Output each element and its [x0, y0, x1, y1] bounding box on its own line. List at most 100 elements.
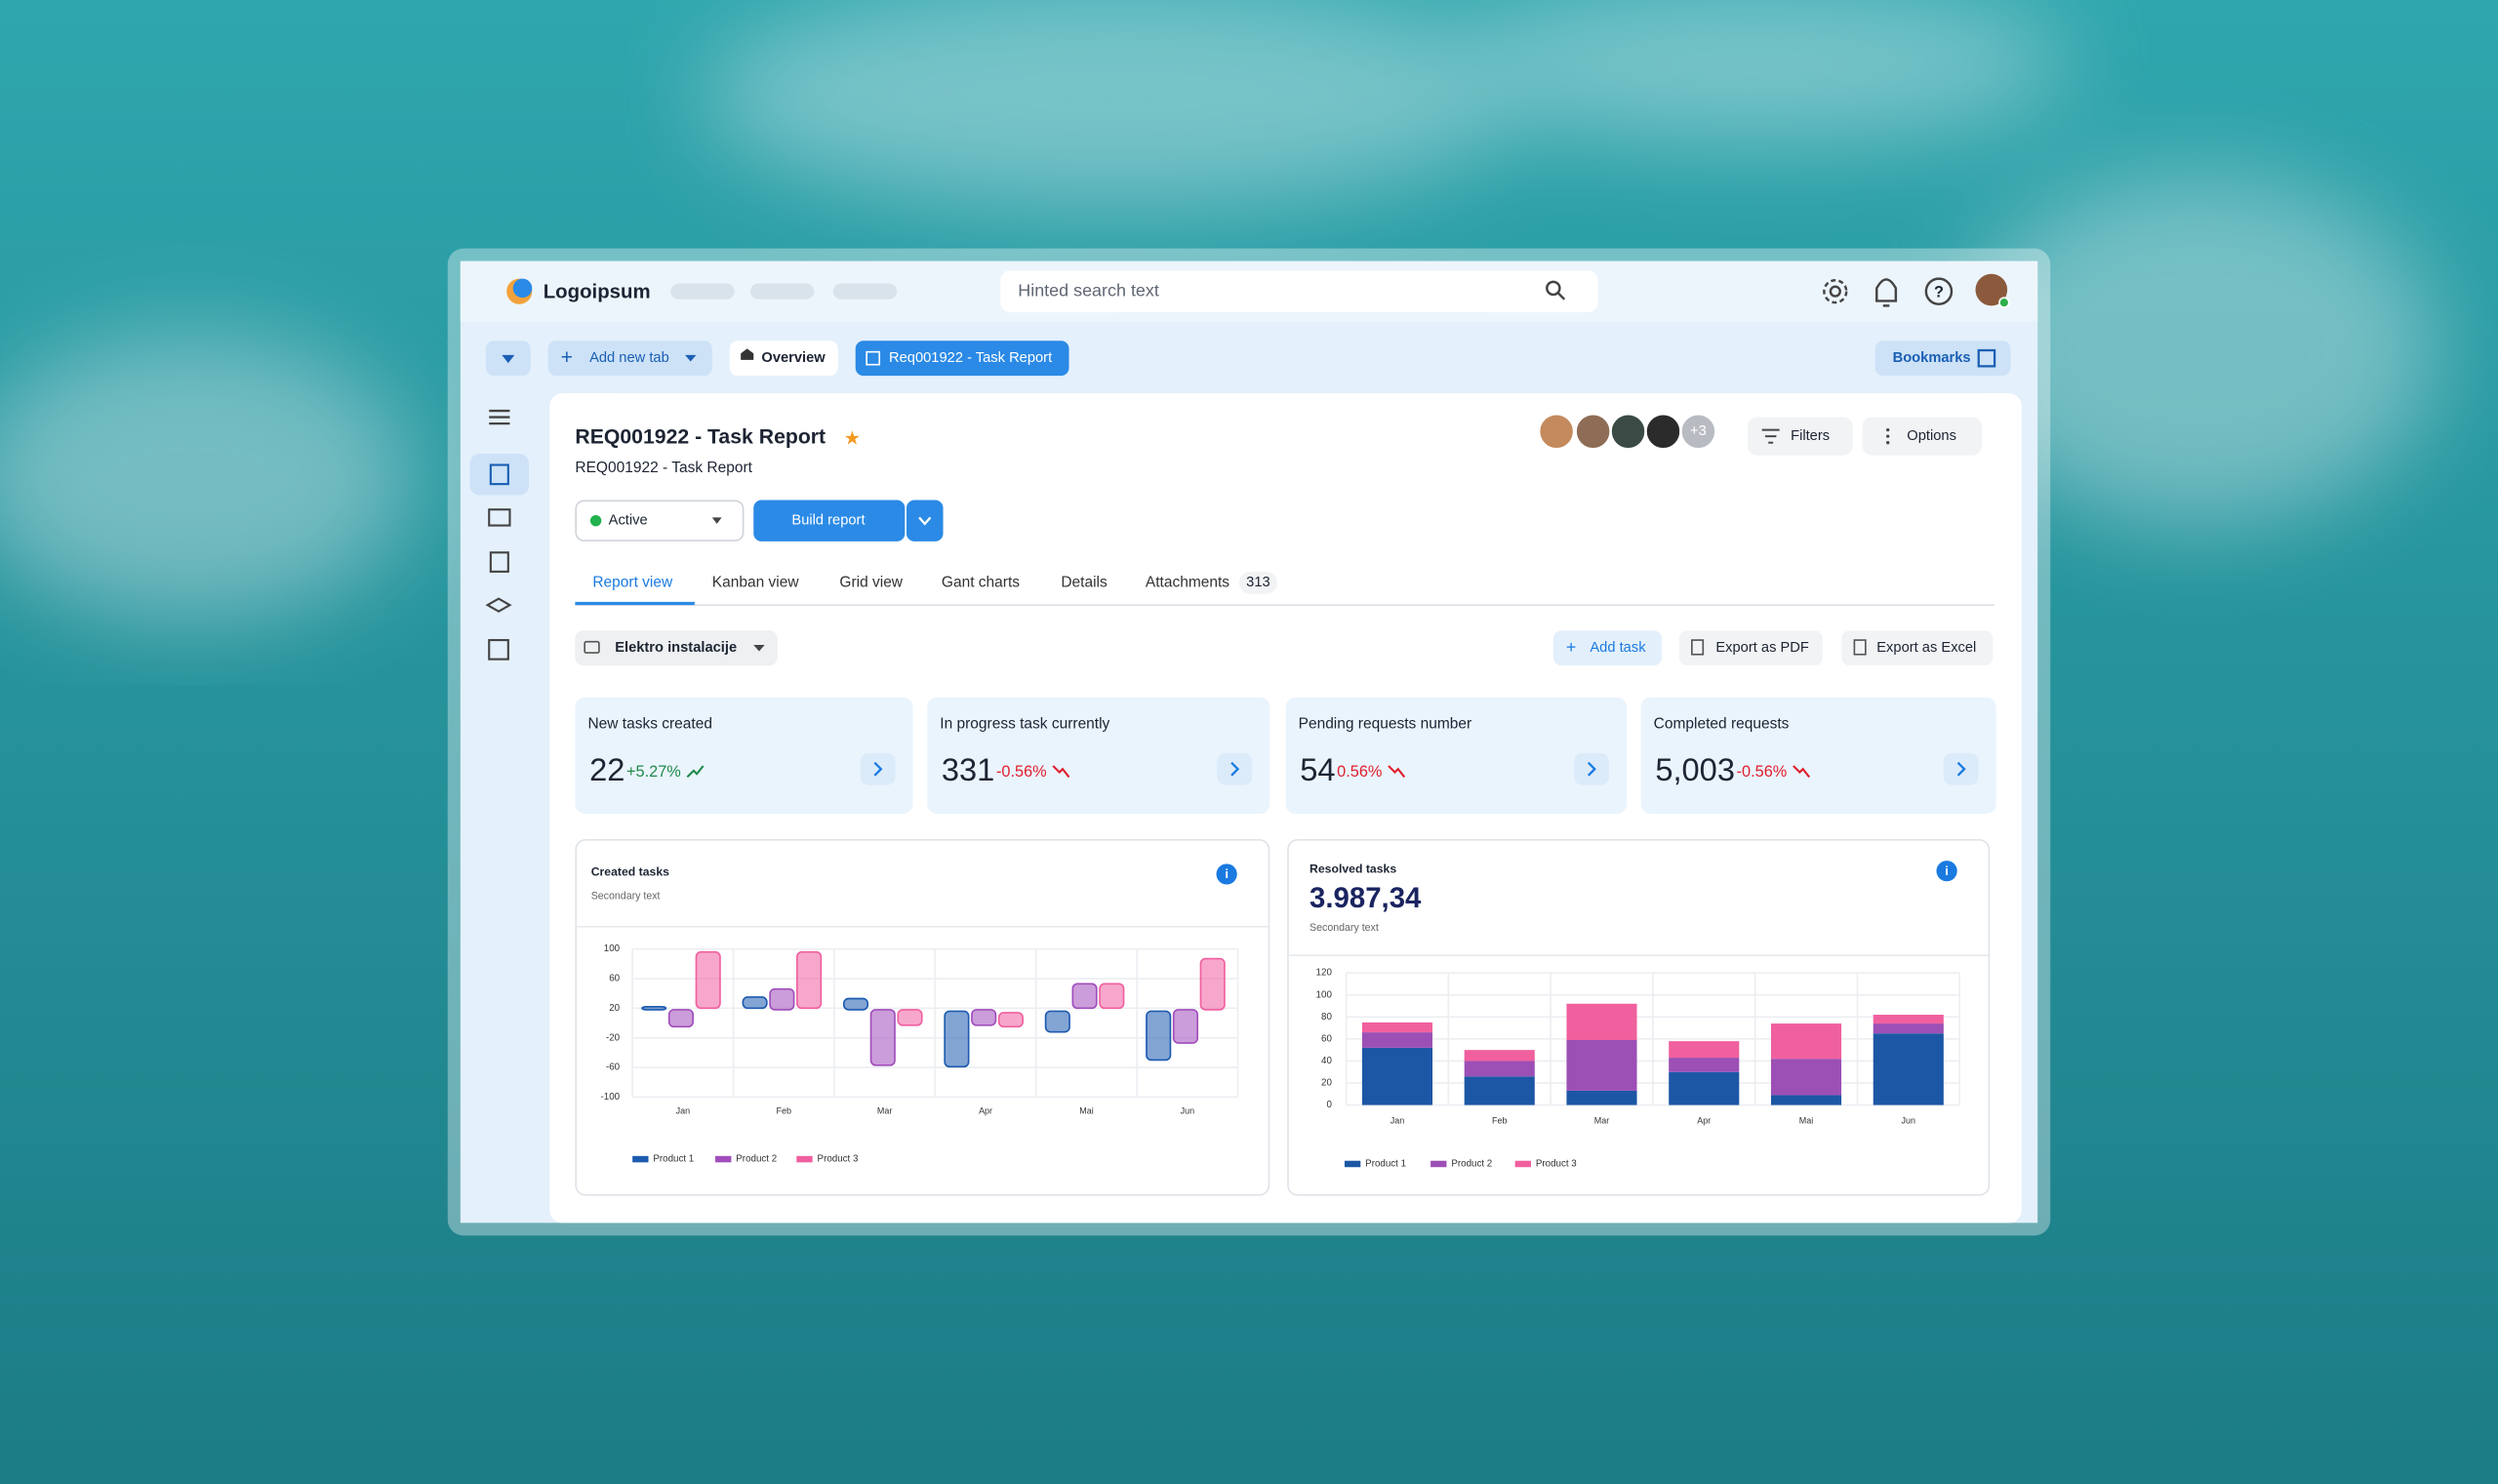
info-icon[interactable]	[1936, 861, 1957, 882]
filters-button[interactable]	[1748, 417, 1853, 456]
notification-icon[interactable]	[1875, 278, 1898, 307]
y-tick-label: 60	[609, 974, 620, 984]
chart-subtitle: Secondary text	[591, 891, 661, 902]
legend-label: Product 1	[1365, 1159, 1406, 1170]
menu-icon[interactable]	[489, 409, 510, 425]
build-report-menu[interactable]	[906, 500, 944, 541]
y-tick-label: 100	[604, 943, 621, 954]
export-excel-button[interactable]	[1841, 630, 1994, 666]
legend-swatch	[1430, 1160, 1447, 1168]
kpi-value: 54	[1300, 751, 1335, 787]
favorite-star[interactable]: ★	[844, 428, 862, 450]
attachments-count: 313	[1246, 575, 1270, 590]
page-subtitle: REQ001922 - Task Report	[575, 460, 752, 476]
y-tick-label: 40	[1321, 1056, 1332, 1066]
kpi-open-button[interactable]	[1217, 752, 1253, 785]
options-button[interactable]	[1862, 417, 1983, 456]
y-tick-label: 0	[1326, 1100, 1332, 1110]
bar-segment	[1566, 1003, 1637, 1040]
info-glyph: i	[1945, 863, 1949, 878]
range-bar	[667, 1009, 695, 1028]
current-tab[interactable]	[855, 341, 1069, 377]
x-tick-label: Feb	[1492, 1115, 1507, 1125]
x-tick-label: Jun	[1902, 1115, 1915, 1125]
trend-icon	[1793, 765, 1811, 779]
bar-segment	[1873, 1033, 1944, 1105]
add-task-label: Add task	[1590, 640, 1646, 656]
bar-segment	[1669, 1041, 1740, 1059]
view-tab[interactable]: Details	[1061, 574, 1108, 590]
range-bar	[695, 950, 721, 1010]
legend-swatch	[796, 1155, 813, 1163]
kpi-label: Pending requests number	[1299, 716, 1472, 733]
y-tick-label: 20	[1321, 1078, 1332, 1089]
add-task-button[interactable]	[1552, 630, 1662, 666]
legend-label: Product 1	[653, 1154, 694, 1165]
chart-title: Resolved tasks	[1309, 862, 1396, 875]
placeholder	[670, 283, 735, 300]
nav-scan-icon[interactable]	[489, 551, 509, 573]
build-report-label: Build report	[791, 513, 865, 529]
bar-segment	[1873, 1023, 1944, 1034]
legend-swatch	[715, 1155, 732, 1163]
view-tab[interactable]: Gant charts	[942, 574, 1020, 590]
range-bar	[1199, 957, 1226, 1011]
range-bar	[971, 1009, 997, 1026]
search-icon[interactable]	[1546, 280, 1566, 301]
settings-icon[interactable]	[1823, 279, 1848, 304]
view-tab[interactable]: Kanban view	[712, 574, 800, 590]
bar-segment	[1873, 1015, 1944, 1024]
add-tab-button[interactable]	[547, 341, 712, 377]
page-title: REQ001922 - Task Report	[575, 425, 826, 448]
count-badge	[1238, 571, 1278, 594]
project-dropdown[interactable]	[575, 630, 778, 666]
view-tab[interactable]: Grid view	[839, 574, 903, 590]
nav-report-icon[interactable]	[489, 463, 509, 486]
overview-tab[interactable]	[729, 341, 838, 377]
bar-segment	[1566, 1090, 1637, 1105]
range-bar	[796, 950, 823, 1010]
kpi-open-button[interactable]	[860, 752, 896, 785]
export-pdf-button[interactable]	[1678, 630, 1823, 666]
x-tick-label: Apr	[979, 1105, 992, 1115]
y-tick-label: 20	[609, 1003, 620, 1014]
bar-segment	[1361, 1032, 1433, 1048]
range-bar	[1146, 1010, 1172, 1062]
info-icon[interactable]	[1216, 863, 1237, 885]
kpi-open-button[interactable]	[1943, 752, 1979, 785]
nav-folder-icon[interactable]	[488, 508, 511, 527]
range-bar	[641, 1006, 667, 1011]
status-label: Active	[609, 513, 648, 529]
bar-segment	[1566, 1039, 1637, 1091]
user-avatar[interactable]	[1975, 273, 2008, 306]
range-bar	[997, 1012, 1024, 1028]
bar-segment	[1770, 1095, 1842, 1105]
range-bar	[842, 997, 869, 1011]
kpi-value: 331	[942, 751, 994, 787]
kpi-label: Completed requests	[1654, 716, 1790, 733]
bar-segment	[1464, 1050, 1535, 1062]
x-tick-label: Mai	[1799, 1115, 1813, 1125]
x-tick-label: Jan	[676, 1105, 690, 1115]
filters-label: Filters	[1791, 428, 1830, 444]
view-tab[interactable]: Report view	[592, 574, 673, 590]
bookmarks-button[interactable]	[1874, 341, 2011, 377]
legend-swatch	[632, 1155, 649, 1163]
build-report-button[interactable]	[753, 500, 906, 541]
help-icon[interactable]: ?	[1924, 277, 1954, 305]
view-tab[interactable]: Attachments	[1146, 574, 1229, 590]
logo[interactable]: Logoipsum	[544, 282, 651, 303]
nav-stats-icon[interactable]	[488, 638, 509, 661]
bar-segment	[1464, 1076, 1535, 1105]
plus-icon: +	[561, 346, 573, 369]
project-label: Elektro instalacije	[615, 640, 737, 656]
nav-learn-icon[interactable]	[485, 597, 512, 613]
search-box[interactable]	[1000, 270, 1598, 312]
kpi-card	[927, 697, 1270, 814]
kpi-change: +5.27%	[626, 763, 681, 781]
kpi-open-button[interactable]	[1574, 752, 1609, 785]
avatars-more[interactable]: +3	[1690, 423, 1707, 439]
nav-selected[interactable]	[469, 454, 530, 496]
status-dropdown[interactable]	[575, 500, 745, 541]
